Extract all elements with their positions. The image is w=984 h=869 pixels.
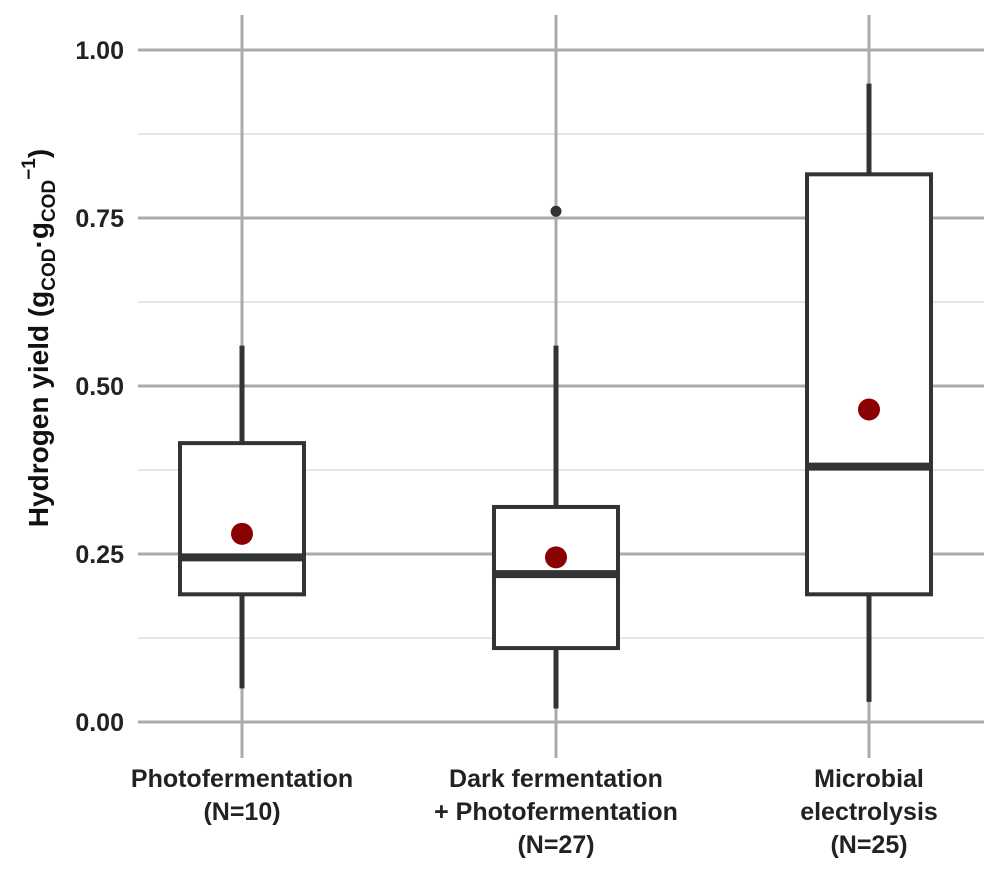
y-tick-label: 0.25 (75, 541, 124, 569)
x-category-labels: Photofermentation (N=10) Dark fermentation… (131, 765, 938, 859)
y-tick-label: 0.75 (75, 205, 124, 233)
x-category-label-line: + Photofermentation (434, 798, 678, 826)
y-tick-label: 0.00 (75, 709, 124, 737)
outlier-point (550, 205, 562, 217)
y-axis-title: Hydrogen yield (gCOD·gCOD−1) (19, 149, 60, 527)
y-tick-label: 1.00 (75, 37, 124, 65)
box-group (492, 205, 620, 709)
mean-marker (858, 398, 880, 421)
iqr-box (178, 441, 306, 597)
box-group (178, 345, 306, 689)
x-category-label-line: (N=27) (517, 831, 594, 859)
x-category-label-line: (N=10) (203, 798, 280, 826)
x-category-label: Photofermentation (N=10) (131, 765, 353, 826)
x-category-label: Microbial electrolysis (N=25) (800, 765, 938, 859)
box-group (805, 83, 933, 702)
x-category-label: Dark fermentation + Photofermentation (N=2… (434, 765, 678, 859)
x-category-label-line: Dark fermentation (449, 765, 663, 793)
y-tick-label: 0.50 (75, 373, 124, 401)
x-category-label-line: (N=25) (830, 831, 907, 859)
iqr-box (805, 172, 933, 597)
mean-marker (231, 522, 253, 545)
y-tick-labels: 0.00 0.25 0.50 0.75 1.00 (75, 37, 124, 737)
x-category-label-line: Photofermentation (131, 765, 353, 793)
x-category-label-line: electrolysis (800, 798, 938, 826)
x-category-label-line: Microbial (814, 765, 924, 793)
box-layer (178, 83, 933, 709)
mean-marker (545, 546, 567, 569)
